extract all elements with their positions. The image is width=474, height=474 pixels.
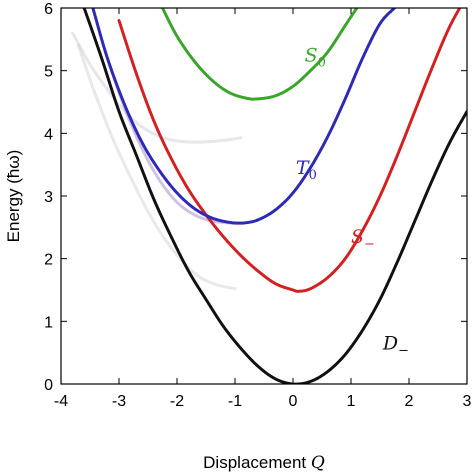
axis-ticks: -4 -3 -2 -1 0 1 2 3 0 1 2 3 4 5 6 <box>44 1 471 410</box>
series-label-s-3: S0 <box>305 44 326 70</box>
x-axis-label-text: Displacement <box>203 453 306 472</box>
faint-curves <box>71 31 243 291</box>
y-axis-label: Energy (ħω) <box>4 150 23 243</box>
series-label-s-1: S− <box>351 226 375 252</box>
series-line-s-1 <box>117 8 462 293</box>
x-tick-label: -2 <box>170 393 184 410</box>
series-label-d-0: D− <box>382 333 409 359</box>
y-tick-label: 4 <box>44 126 53 143</box>
x-tick-label: -3 <box>112 393 126 410</box>
x-axis-label-symbol: Q <box>311 453 325 473</box>
series-line-s-3 <box>161 8 359 101</box>
x-tick-label: -1 <box>228 393 242 410</box>
x-tick-label: 1 <box>347 393 356 410</box>
y-tick-label: 5 <box>44 64 53 81</box>
faint-curve-2 <box>76 44 237 291</box>
series-line-t-2 <box>91 8 396 225</box>
x-tick-label: -4 <box>54 393 68 410</box>
y-tick-label: 3 <box>44 189 53 206</box>
y-tick-label: 2 <box>44 252 53 269</box>
x-tick-label: 0 <box>289 393 298 410</box>
series-line-d-0 <box>82 8 467 384</box>
curve-labels: D− S− T0 S0 <box>296 44 409 358</box>
plot-frame <box>60 7 468 385</box>
x-tick-label: 2 <box>405 393 414 410</box>
x-axis-label: Displacement Q <box>203 453 325 473</box>
series-curves <box>82 8 467 384</box>
y-tick-label: 6 <box>44 1 53 18</box>
y-tick-label: 0 <box>44 377 53 394</box>
x-tick-label: 3 <box>463 393 472 410</box>
series-label-t-2: T0 <box>296 157 317 183</box>
y-tick-label: 1 <box>44 314 53 331</box>
